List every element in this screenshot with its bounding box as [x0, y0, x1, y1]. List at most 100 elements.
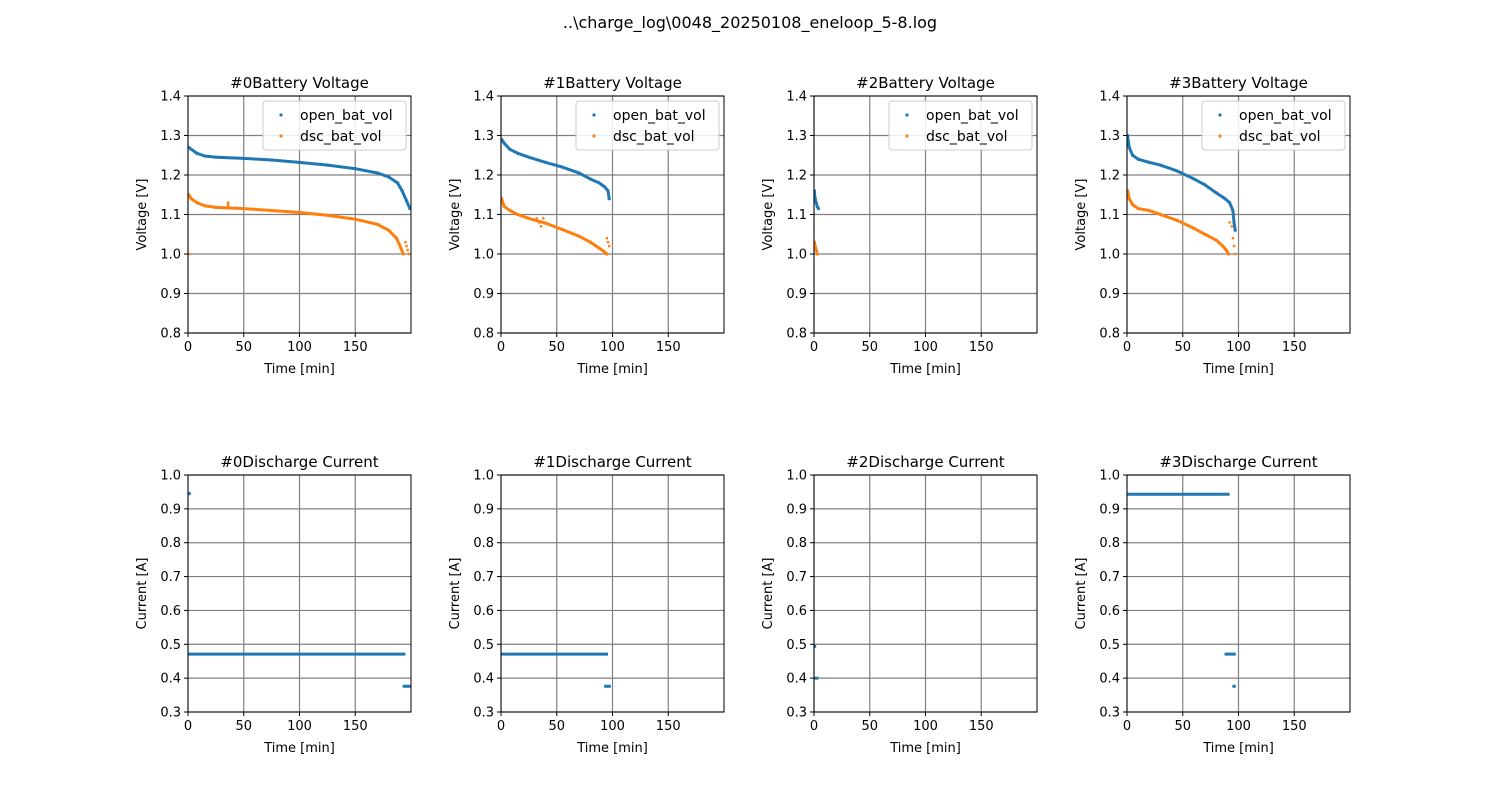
data-point-dsc_bat_vol: [405, 244, 408, 248]
data-point-open_bat_vol: [408, 206, 411, 211]
legend-label-dsc_bat_vol: dsc_bat_vol: [300, 129, 382, 145]
y-tick-label: 1.0: [1099, 469, 1120, 484]
y-tick-label: 1.0: [786, 469, 807, 484]
y-tick-label: 0.9: [473, 287, 494, 302]
plot-data: [501, 137, 611, 256]
y-tick-label: 0.4: [160, 672, 181, 687]
y-tick-label: 0.9: [160, 502, 181, 517]
axes-frame: [1126, 474, 1351, 713]
data-point-dsc_bat_vol: [605, 237, 609, 240]
x-tick-label: 150: [969, 719, 994, 734]
y-tick-label: 0.9: [160, 287, 181, 302]
x-tick-label: 50: [1174, 719, 1191, 734]
data-point-dsc_bat_vol: [1127, 197, 1131, 201]
y-axis-label: Current [A]: [1074, 558, 1089, 630]
y-tick-label: 0.4: [786, 672, 807, 687]
y-tick-label: 0.8: [1099, 327, 1120, 342]
data-point-open_bat_vol: [597, 181, 601, 185]
data-point-open_bat_vol: [400, 189, 404, 193]
data-point-dsc_bat_vol: [195, 201, 199, 205]
subplot-title: #3Battery Voltage: [1169, 74, 1308, 92]
data-point-open_bat_vol: [203, 154, 207, 158]
data-point-dsc_bat_vol: [815, 252, 819, 256]
data-point-dsc_bat_vol: [502, 205, 506, 209]
x-axis-label: Time [min]: [1202, 362, 1274, 377]
data-point-open_bat_vol: [588, 177, 592, 181]
x-axis-label: Time [min]: [889, 741, 961, 756]
data-point-dsc_bat_vol: [535, 217, 538, 220]
x-tick-label: 50: [1174, 340, 1191, 355]
data-point-dsc_bat_vol: [1233, 252, 1237, 256]
x-tick-label: 150: [969, 340, 994, 355]
y-tick-label: 0.8: [1099, 536, 1120, 551]
subplot-title: #0Battery Voltage: [230, 74, 369, 92]
series-line-dsc_bat_vol: [814, 240, 819, 256]
y-tick-label: 0.8: [160, 327, 181, 342]
data-point-open_bat_vol: [1223, 197, 1227, 201]
x-axis-label: Time [min]: [576, 741, 648, 756]
y-tick-label: 1.1: [1099, 208, 1120, 223]
plot-data: [188, 145, 411, 256]
data-point-dsc_bat_vol: [188, 252, 191, 256]
data-point-dsc_bat_vol: [353, 217, 357, 221]
legend-label-open_bat_vol: open_bat_vol: [613, 108, 706, 124]
data-point-dsc_bat_vol: [325, 213, 329, 217]
data-point-open_bat_vol: [353, 167, 357, 171]
y-tick-label: 1.4: [786, 90, 807, 105]
x-tick-label: 150: [1282, 719, 1307, 734]
data-point-open_bat_vol: [516, 151, 520, 155]
x-tick-label: 0: [497, 340, 505, 355]
legend-box: [888, 100, 1033, 151]
y-tick-label: 0.6: [160, 604, 181, 619]
x-tick-label: 50: [861, 719, 878, 734]
series-line-open_bat_vol: [188, 145, 411, 211]
data-point-dsc_bat_vol: [814, 248, 818, 252]
plot-data: [814, 189, 821, 256]
y-tick-label: 0.8: [473, 536, 494, 551]
x-tick-label: 50: [235, 719, 252, 734]
plot-data: [1127, 492, 1236, 688]
legend-marker-dsc_bat_vol: [1218, 134, 1222, 138]
data-point-dsc_bat_vol: [1214, 238, 1218, 242]
x-tick-label: 100: [287, 719, 312, 734]
data-point-dsc_bat_vol: [1230, 225, 1234, 228]
data-point-dsc_bat_vol: [226, 205, 230, 208]
data-point-open_bat_vol: [242, 156, 246, 161]
data-point-dsc_bat_vol: [387, 228, 391, 232]
data-point-open_bat_vol: [325, 163, 329, 167]
axes-frame: [813, 474, 1038, 713]
data-point-open_bat_vol: [603, 185, 607, 189]
data-point-dsc_bat_vol: [1221, 244, 1225, 248]
data-point-dsc_bat_vol: [544, 221, 548, 225]
legend-marker-open_bat_vol: [1218, 113, 1222, 117]
y-axis-label: Voltage [V]: [761, 179, 776, 251]
data-point-open_bat_vol: [1127, 133, 1130, 138]
subplot-3: 0 50 100 150 0.8 0.9 1.0 1.1 1.2 1.3 1.4 #3Battery …: [1074, 74, 1351, 377]
x-tick-label: 100: [600, 340, 625, 355]
y-tick-label: 1.0: [473, 469, 494, 484]
legend-label-dsc_bat_vol: dsc_bat_vol: [926, 129, 1008, 145]
x-tick-label: 0: [1123, 340, 1131, 355]
plot-data: [1127, 133, 1237, 256]
x-tick-label: 0: [497, 719, 505, 734]
y-tick-label: 0.7: [473, 570, 494, 585]
y-tick-label: 1.4: [160, 90, 181, 105]
legend-label-open_bat_vol: open_bat_vol: [300, 108, 393, 124]
subplot-6: 0 50 100 150 0.3 0.4 0.5 0.6 0.7 0.8 0.9 1.0 #2Disch…: [761, 453, 1038, 756]
data-point-dsc_bat_vol: [1231, 237, 1235, 240]
y-tick-label: 0.8: [786, 327, 807, 342]
data-point-dsc_bat_vol: [597, 246, 601, 250]
x-tick-label: 150: [656, 340, 681, 355]
data-point-open_bat_vol: [1232, 220, 1236, 224]
data-point-open_bat_vol: [1175, 169, 1179, 173]
data-point-open_bat_vol: [404, 199, 409, 203]
legend-label-open_bat_vol: open_bat_vol: [1239, 108, 1332, 124]
subplot-1: 0 50 100 150 0.8 0.9 1.0 1.1 1.2 1.3 1.4 #1Battery …: [448, 74, 725, 377]
axes-frame: [187, 474, 412, 713]
y-tick-label: 1.2: [1099, 169, 1120, 184]
x-tick-label: 0: [1123, 719, 1131, 734]
data-point-dsc_bat_vol: [501, 197, 504, 201]
x-tick-label: 50: [861, 340, 878, 355]
data-point-dsc_bat_vol: [394, 236, 399, 240]
